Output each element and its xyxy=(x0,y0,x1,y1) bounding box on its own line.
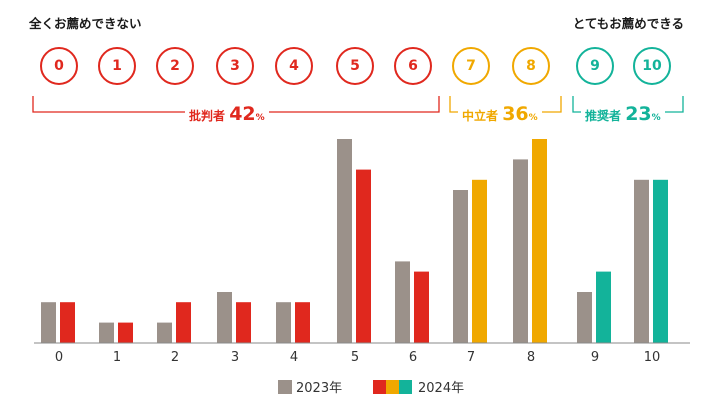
legend-2024-swatch-red xyxy=(373,379,386,394)
legend-2024-label: 2024年 xyxy=(418,381,465,396)
legend-2024: 2024年 xyxy=(373,377,464,396)
x-tick-label-9: 9 xyxy=(591,350,599,365)
x-tick-label-2: 2 xyxy=(171,350,179,365)
score-circle-6: 6 xyxy=(394,47,432,85)
bar-2024-5 xyxy=(356,169,371,343)
scale-left-label: 全くお薦めできない xyxy=(29,16,142,31)
bar-2023-10 xyxy=(634,179,649,343)
score-circle-2: 2 xyxy=(156,47,194,85)
passives-name: 中立者 xyxy=(462,109,499,123)
x-tick-label-4: 4 xyxy=(290,350,298,365)
passives-label: 中立者 36% xyxy=(458,103,542,125)
detractors-unit: % xyxy=(255,113,265,123)
bar-2023-5 xyxy=(337,139,352,343)
legend-2023-label: 2023年 xyxy=(296,381,343,396)
bar-2024-1 xyxy=(118,322,133,343)
bar-2023-4 xyxy=(276,302,291,343)
promoters-label: 推奨者 23% xyxy=(581,103,665,125)
bar-2023-9 xyxy=(577,292,592,343)
bar-2024-7 xyxy=(472,179,487,343)
legend-2023: 2023年 xyxy=(278,377,342,396)
bar-2024-9 xyxy=(596,271,611,343)
promoters-name: 推奨者 xyxy=(585,109,622,123)
score-circle-1: 1 xyxy=(98,47,136,85)
passives-unit: % xyxy=(528,113,538,123)
bar-2024-10 xyxy=(653,179,668,343)
bar-2024-6 xyxy=(414,271,429,343)
x-tick-label-7: 7 xyxy=(467,350,475,365)
bar-2024-4 xyxy=(295,302,310,343)
x-tick-label-0: 0 xyxy=(55,350,63,365)
legend-2023-swatch xyxy=(278,379,292,394)
detractors-name: 批判者 xyxy=(189,109,226,123)
bar-2023-2 xyxy=(157,322,172,343)
bar-2023-7 xyxy=(453,190,468,343)
bar-2023-1 xyxy=(99,322,114,343)
x-tick-label-6: 6 xyxy=(409,350,417,365)
legend-2024-swatch-yellow xyxy=(386,379,399,394)
passives-value: 36 xyxy=(502,103,529,125)
bar-2023-6 xyxy=(395,261,410,343)
x-tick-label-5: 5 xyxy=(351,350,359,365)
score-circle-7: 7 xyxy=(452,47,490,85)
x-tick-label-1: 1 xyxy=(113,350,121,365)
bar-2023-8 xyxy=(513,159,528,343)
promoters-unit: % xyxy=(651,113,661,123)
score-circle-8: 8 xyxy=(512,47,550,85)
score-circle-5: 5 xyxy=(336,47,374,85)
bar-2024-0 xyxy=(60,302,75,343)
score-circle-9: 9 xyxy=(576,47,614,85)
scale-right-label: とてもお薦めできる xyxy=(572,16,684,31)
score-circle-4: 4 xyxy=(275,47,313,85)
bar-2023-3 xyxy=(217,292,232,343)
promoters-value: 23 xyxy=(625,103,652,125)
score-circle-0: 0 xyxy=(40,47,78,85)
score-circle-3: 3 xyxy=(216,47,254,85)
bar-2023-0 xyxy=(41,302,56,343)
x-tick-label-10: 10 xyxy=(644,350,661,365)
detractors-value: 42 xyxy=(229,103,256,125)
legend-2024-swatch-green xyxy=(399,379,412,394)
bar-2024-3 xyxy=(236,302,251,343)
bar-2024-2 xyxy=(176,302,191,343)
x-tick-label-8: 8 xyxy=(527,350,535,365)
x-tick-label-3: 3 xyxy=(231,350,239,365)
bar-2024-8 xyxy=(532,139,547,343)
score-circle-10: 10 xyxy=(633,47,671,85)
detractors-label: 批判者 42% xyxy=(185,103,269,125)
